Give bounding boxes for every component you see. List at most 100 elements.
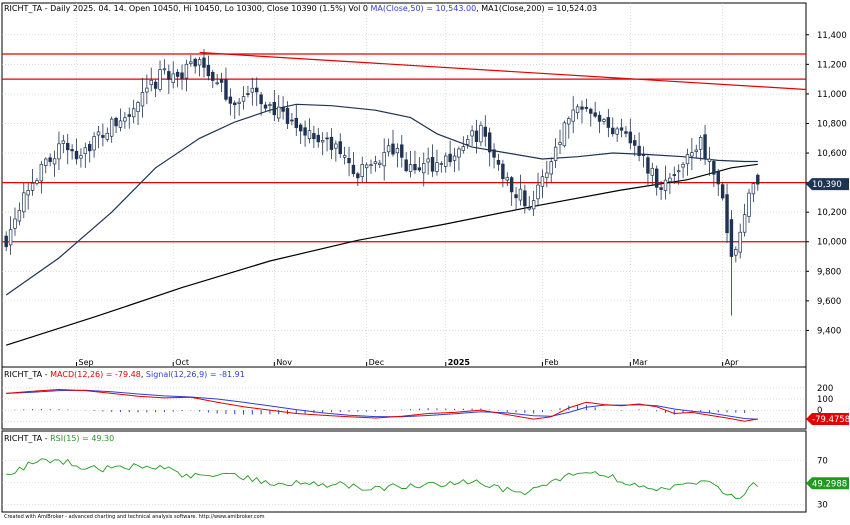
rsi-pane[interactable] — [1, 430, 807, 513]
candle-body — [496, 159, 501, 165]
candle-body — [650, 167, 655, 176]
candle-body — [202, 57, 206, 68]
candle-body — [320, 140, 325, 143]
candle-body — [606, 117, 611, 128]
descending-trendline — [199, 51, 807, 91]
candle-body — [158, 69, 162, 90]
candle-body — [685, 154, 690, 165]
candle-body — [149, 79, 153, 86]
grid — [2, 3, 806, 505]
price-y-tick-label: 10,800 — [817, 119, 847, 129]
candle-body — [676, 170, 681, 173]
candle-body — [294, 117, 299, 128]
candle-body — [48, 157, 52, 162]
candle-body — [268, 104, 272, 106]
candle-body — [329, 136, 334, 150]
rsi-last-tag-label: 49.2988 — [812, 479, 847, 489]
candle-body — [725, 194, 729, 234]
candle-body — [30, 182, 35, 191]
candle-body — [681, 163, 685, 168]
candle-body — [615, 128, 619, 135]
candle-body — [611, 127, 615, 135]
candle-body — [400, 144, 404, 158]
candle-body — [589, 108, 593, 114]
candle-body — [395, 148, 400, 154]
moving-averages — [5, 103, 758, 346]
rsi-title: RICHT_TA - RSI(15) = 49.30 — [4, 434, 114, 443]
macd-y-tick-label: 100 — [817, 395, 833, 405]
macd-title-signal: Signal(12,26,9) = -81.91 — [146, 370, 245, 379]
candle-body — [70, 149, 74, 152]
candle-body — [356, 173, 360, 179]
candle-body — [694, 149, 698, 152]
candle-body — [114, 117, 118, 127]
candle-body — [690, 152, 694, 157]
candle-body — [487, 132, 492, 153]
candle-body — [751, 183, 756, 195]
candle-body — [527, 207, 531, 210]
candle-body — [465, 139, 470, 145]
rsi-title-prefix: RICHT_TA - — [4, 434, 50, 443]
candle-body — [624, 131, 628, 134]
candle-body — [263, 104, 268, 109]
candle-body — [602, 119, 606, 122]
ma200-line — [6, 163, 758, 346]
x-axis-label: Sep — [79, 358, 94, 367]
candle-body — [707, 158, 712, 162]
candle-body — [461, 146, 466, 151]
price-title-ma50: MA(Close,50) = 10,543.00 — [371, 4, 477, 13]
price-pane[interactable] — [1, 2, 807, 368]
candle-body — [233, 102, 237, 106]
macd-title: RICHT_TA - MACD(12,26) = -79.48, Signal(… — [4, 370, 245, 379]
candle-body — [123, 117, 127, 122]
candle-body — [536, 184, 540, 200]
candle-body — [663, 179, 668, 191]
macd-title-sep: , — [141, 370, 146, 379]
candle-body — [22, 192, 26, 213]
candle-body — [92, 136, 96, 151]
candle-body — [703, 134, 707, 159]
macd-y-tick-label: 0 — [817, 406, 822, 416]
candle-body — [593, 112, 597, 117]
candle-body — [167, 71, 171, 80]
candle-body — [470, 130, 474, 137]
candle-body — [422, 163, 426, 174]
candle-body — [435, 162, 439, 172]
candle-body — [96, 131, 101, 136]
candle-body — [545, 172, 549, 178]
candle-body — [646, 157, 650, 174]
candle-body — [716, 171, 720, 185]
candle-body — [224, 79, 228, 100]
candle-body — [417, 167, 422, 171]
candle-body — [452, 155, 457, 161]
candle-body — [101, 135, 105, 138]
x-axis-label: Dec — [369, 358, 384, 367]
price-title-sep: , — [476, 4, 481, 13]
candle-body — [66, 143, 70, 151]
candle-body — [567, 118, 571, 125]
candle-body — [8, 229, 13, 246]
rsi-line — [6, 458, 759, 499]
candle-body — [61, 140, 66, 144]
price-title-prefix: RICHT_TA - Daily 2025. 04. 14. Open 1045… — [4, 4, 371, 13]
candle-body — [246, 93, 250, 95]
x-axis-label: Nov — [276, 358, 292, 367]
candle-body — [413, 164, 417, 171]
candle-body — [373, 161, 378, 165]
candle-body — [171, 73, 175, 83]
candle-body — [79, 155, 83, 159]
candle-body — [738, 231, 742, 253]
rsi-y-tick-label: 30 — [817, 501, 828, 511]
candle-body — [197, 59, 202, 66]
last-close-tag-label: 10,390 — [812, 180, 842, 190]
candle-body — [109, 118, 114, 137]
rsi-y-tick-label: 70 — [817, 457, 828, 467]
macd-title-macd: MACD(12,26) = -79.48 — [50, 370, 141, 379]
candle-body — [237, 101, 241, 104]
price-y-tick-label: 9,800 — [817, 267, 841, 277]
rsi-title-rsi: RSI(15) = 49.30 — [50, 434, 114, 443]
macd-pane[interactable] — [1, 366, 807, 430]
candle-body — [479, 124, 483, 143]
candle-body — [17, 209, 22, 222]
